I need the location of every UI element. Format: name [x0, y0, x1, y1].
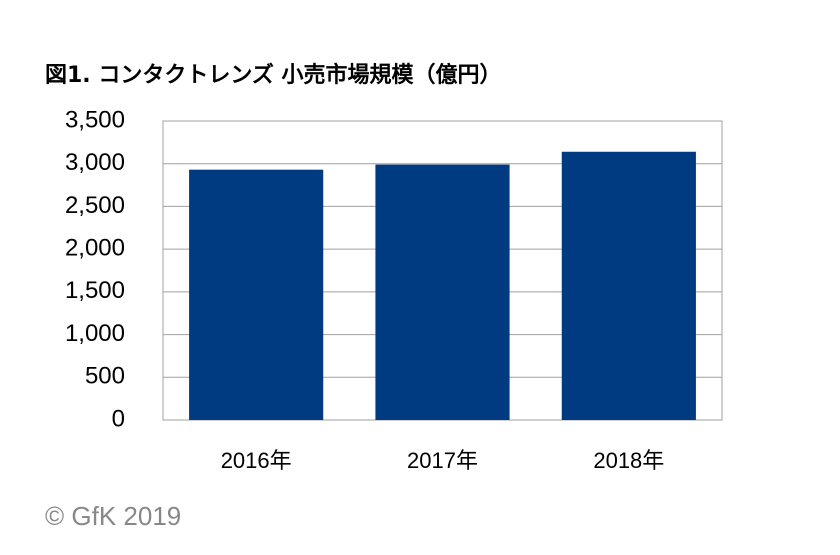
bar	[561, 151, 696, 421]
bar	[189, 169, 324, 420]
chart-title: 図1. コンタクトレンズ 小売市場規模（億円）	[45, 62, 502, 88]
y-tick-label: 2,500	[65, 192, 125, 219]
y-tick-label: 3,000	[65, 149, 125, 176]
x-tick-label: 2018年	[593, 448, 664, 473]
bar	[375, 164, 510, 420]
y-tick-label: 2,000	[65, 234, 125, 261]
x-tick-label: 2016年	[221, 448, 292, 473]
y-tick-label: 1,500	[65, 277, 125, 304]
x-tick-label: 2017年	[407, 448, 478, 473]
y-tick-label: 1,000	[65, 320, 125, 347]
y-tick-label: 500	[85, 363, 125, 390]
y-tick-label: 3,500	[65, 106, 125, 133]
y-tick-label: 0	[112, 405, 125, 432]
source: © GfK 2019	[45, 501, 181, 531]
